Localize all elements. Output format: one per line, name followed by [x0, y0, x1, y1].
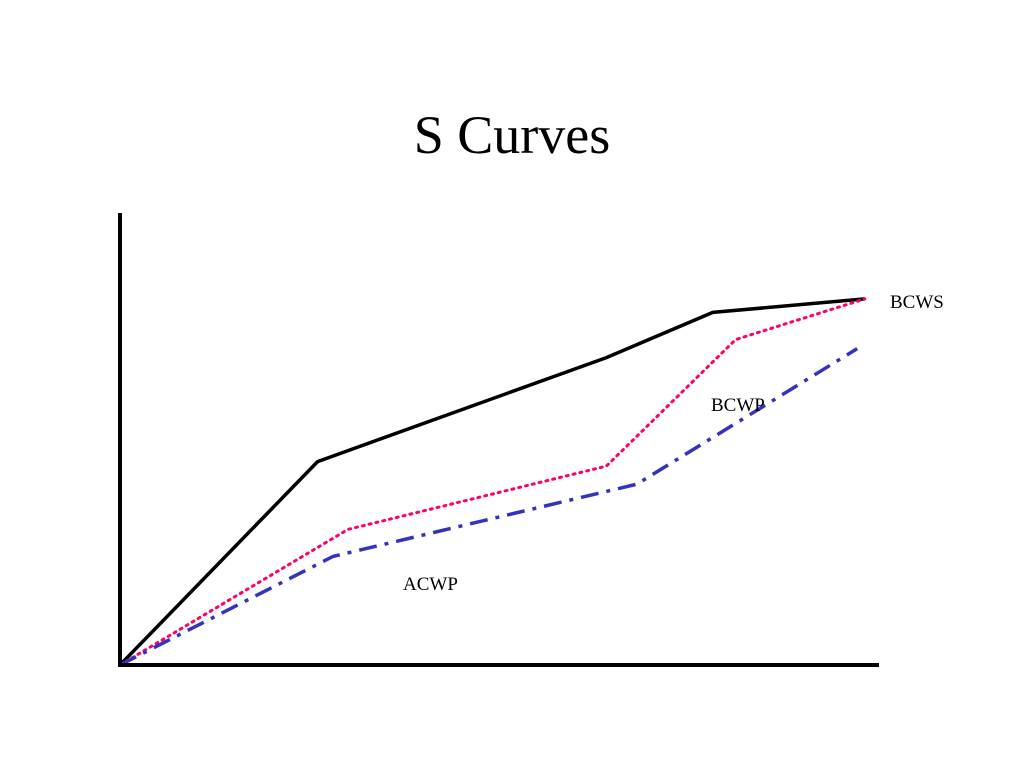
- slide-title: S Curves: [413, 105, 611, 165]
- acwp-series-line: [119, 347, 859, 667]
- bcws-series-line: [118, 297, 865, 667]
- bcwp-label: BCWP: [711, 395, 765, 416]
- bcws-label: BCWS: [890, 292, 944, 313]
- bcwp-series-line: [118, 297, 867, 667]
- acwp-label: ACWP: [403, 574, 458, 595]
- series-layer: [118, 297, 867, 667]
